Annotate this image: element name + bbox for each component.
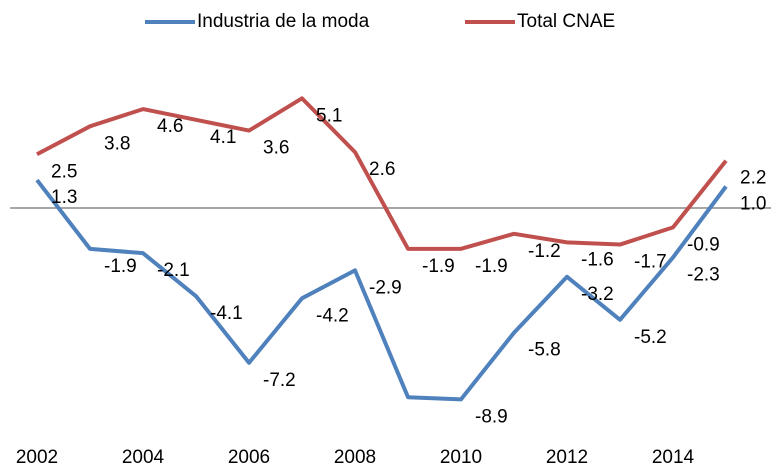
data-label: -4.1 <box>210 303 243 324</box>
data-label: 5.1 <box>316 105 342 126</box>
data-label: -1.6 <box>581 249 614 270</box>
data-label: -2.3 <box>687 264 720 285</box>
data-label: 2.6 <box>369 159 395 180</box>
data-label: -5.2 <box>634 327 667 348</box>
data-label: 3.6 <box>263 138 289 159</box>
data-label: -3.2 <box>581 284 614 305</box>
data-label: -1.2 <box>528 241 561 262</box>
x-tick-label: 2002 <box>16 447 58 468</box>
data-label: 1.3 <box>51 187 77 208</box>
x-tick-label: 2006 <box>228 447 270 468</box>
data-label: 2.5 <box>51 161 77 182</box>
data-label: -1.7 <box>634 252 667 273</box>
data-label: -1.9 <box>422 256 455 277</box>
data-label: 2.2 <box>740 168 766 189</box>
data-label: 3.8 <box>104 133 130 154</box>
data-label: -2.1 <box>157 260 190 281</box>
data-label: -8.9 <box>475 406 508 427</box>
data-label: -5.8 <box>528 340 561 361</box>
legend-label: Total CNAE <box>517 11 615 32</box>
data-label: 4.6 <box>157 116 183 137</box>
x-tick-label: 2010 <box>440 447 482 468</box>
data-label: -4.2 <box>316 305 349 326</box>
data-label: -0.9 <box>687 234 720 255</box>
x-tick-label: 2008 <box>334 447 376 468</box>
data-label: 4.1 <box>210 127 236 148</box>
data-label: -1.9 <box>104 256 137 277</box>
data-label: -2.9 <box>369 277 402 298</box>
x-tick-label: 2004 <box>122 447 165 468</box>
x-tick-label: 2012 <box>546 447 588 468</box>
x-tick-label: 2014 <box>652 447 695 468</box>
series-line <box>35 178 728 402</box>
data-label: -7.2 <box>263 370 296 391</box>
series-line <box>36 96 728 251</box>
data-label: 1.0 <box>740 194 766 215</box>
data-label: -1.9 <box>475 256 508 277</box>
legend-label: Industria de la moda <box>197 11 370 32</box>
